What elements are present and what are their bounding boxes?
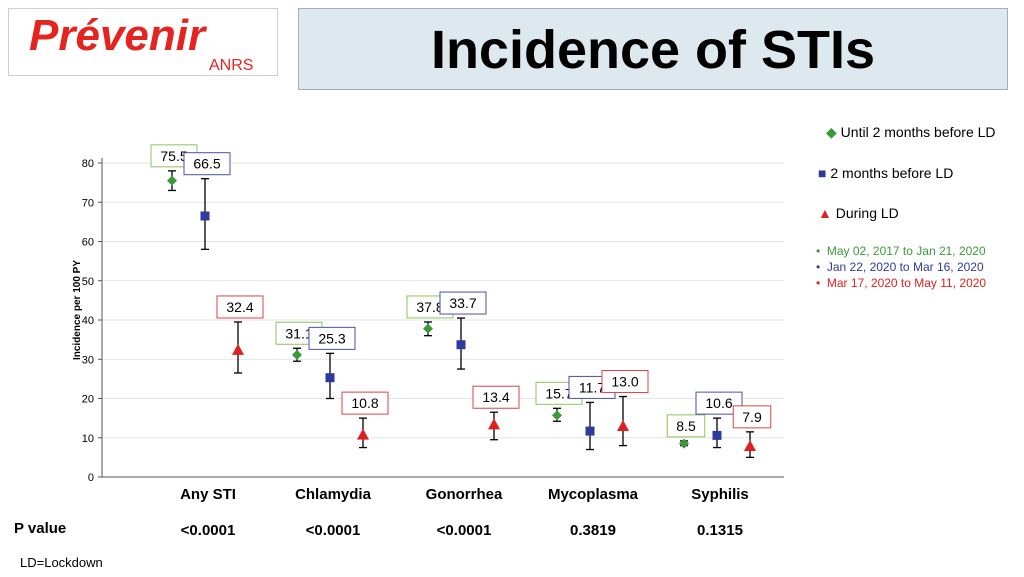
y-tick-label: 0 [88,472,94,484]
data-label: 13.0 [611,374,638,390]
data-point-triangle [488,418,500,430]
data-label-box [341,391,389,415]
data-label: 37.8 [416,299,443,315]
data-point-square [325,373,335,383]
data-label: 32.4 [226,299,253,315]
data-label-box [216,295,264,319]
data-label-box [308,326,356,350]
data-point-diamond [679,438,689,449]
legend-label: 2 months before LD [830,165,954,181]
legend-period-blue: • Jan 22, 2020 to Mar 16, 2020 [816,260,984,274]
data-label: 31.1 [285,325,312,341]
data-label-box [439,291,487,315]
y-tick-label: 30 [82,354,94,366]
y-tick-label: 20 [82,394,94,406]
data-label: 8.5 [676,418,696,434]
y-tick-label: 40 [82,315,94,327]
legend-item-2-months-before: ■ 2 months before LD [818,165,953,181]
data-label-box [666,414,706,438]
data-point-diamond [167,175,177,186]
data-label: 10.8 [351,395,378,411]
category-label: Mycoplasma [548,486,639,503]
data-point-triangle [357,428,369,440]
legend-period-green: • May 02, 2017 to Jan 21, 2020 [816,244,986,258]
bullet-icon: • [816,276,821,290]
period-label: Jan 22, 2020 to Mar 16, 2020 [826,260,984,274]
data-point-triangle [232,343,244,355]
data-point-diamond [292,349,302,360]
legend-label: During LD [835,205,899,221]
data-label: 25.3 [318,330,345,346]
legend-item-until-2-months: ◆ Until 2 months before LD [826,124,996,141]
data-label: 15.7 [545,385,572,401]
data-point-square [585,426,595,436]
p-value: 0.3819 [570,522,616,539]
data-point-square [456,340,466,350]
p-value-heading: P value [14,520,67,537]
y-tick-label: 50 [82,276,94,288]
data-label-box [183,152,231,176]
period-label: May 02, 2017 to Jan 21, 2020 [826,244,986,258]
data-label: 66.5 [193,156,220,172]
p-value: <0.0001 [306,522,361,539]
category-label: Chlamydia [295,486,372,503]
title-banner: Incidence of STIs [298,8,1008,90]
period-label: Mar 17, 2020 to May 11, 2020 [826,276,987,290]
data-label: 33.7 [449,295,476,311]
data-point-square [200,211,210,221]
data-label: 7.9 [742,409,762,425]
data-label: 11.7 [579,379,605,395]
data-point-triangle [617,419,629,431]
data-label: 75.5 [160,148,187,164]
y-tick-label: 60 [82,237,94,249]
data-label-box [472,385,520,409]
data-point-triangle [744,439,756,451]
square-icon: ■ [818,165,827,181]
data-label: 10.6 [705,395,732,411]
logo-subtitle: ANRS [209,57,254,74]
data-label-box [601,370,649,394]
data-point-diamond [423,323,433,334]
category-label: Any STI [180,486,236,503]
data-point-diamond [552,410,562,421]
category-label: Syphilis [691,486,749,503]
bullet-icon: • [816,260,821,274]
footnote: LD=Lockdown [20,555,103,570]
data-label-box [732,405,772,429]
legend-period-red: • Mar 17, 2020 to May 11, 2020 [816,276,986,290]
data-label: 13.4 [482,389,509,405]
p-value: <0.0001 [437,522,492,539]
legend-item-during-ld: ▲ During LD [818,205,899,221]
legend-label: Until 2 months before LD [840,124,996,140]
data-point-square [712,430,722,440]
logo-text: Prévenir [29,11,206,60]
diamond-icon: ◆ [826,124,837,140]
data-label-box [695,391,743,415]
logo: Prévenir ANRS [8,8,278,76]
y-axis-label: Incidence per 100 PY [72,260,83,360]
page-title: Incidence of STIs [430,20,876,80]
triangle-icon: ▲ [818,205,832,221]
bullet-icon: • [816,244,821,258]
y-tick-label: 70 [82,197,94,209]
category-label: Gonorrhea [426,486,503,503]
p-value: <0.0001 [181,522,236,539]
p-value: 0.1315 [697,522,743,539]
y-tick-label: 80 [82,158,94,170]
y-tick-label: 10 [82,433,94,445]
